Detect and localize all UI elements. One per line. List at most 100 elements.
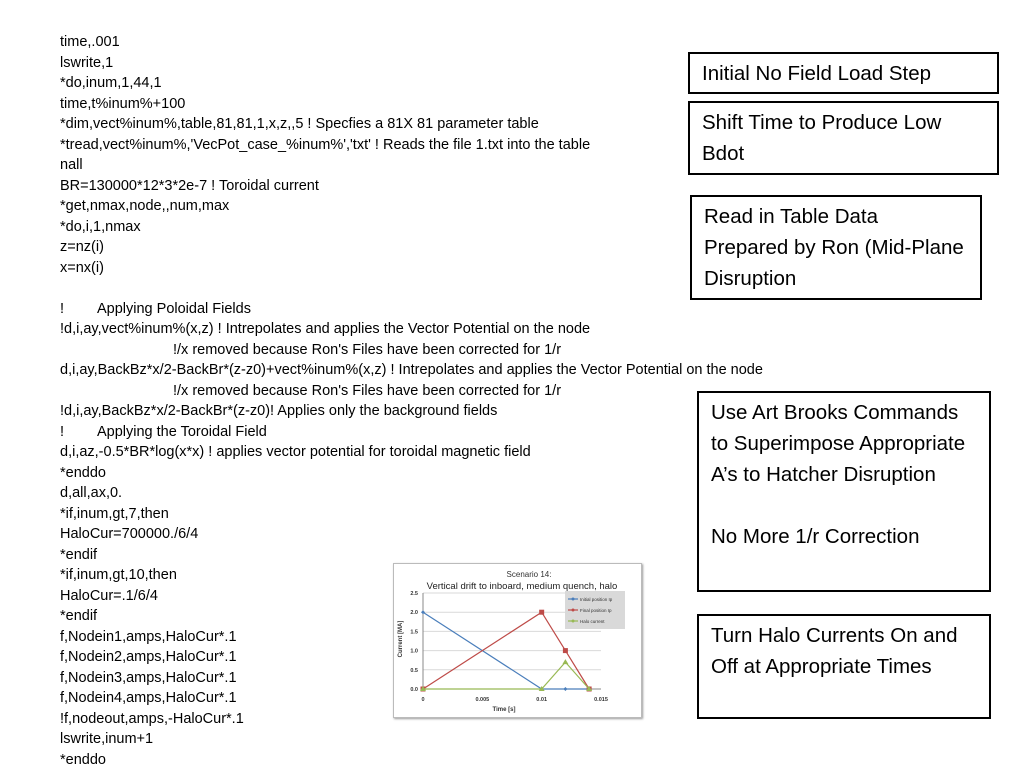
chart-svg: Scenario 14: Vertical drift to inboard, … [394, 564, 641, 717]
data-point [563, 687, 567, 691]
y-tick-label: 0.0 [410, 687, 418, 693]
code-text: lswrite,inum+1 [60, 731, 153, 747]
code-line: z=nz(i) [60, 237, 763, 258]
code-text: z=nz(i) [60, 239, 104, 255]
code-line: d,i,ay,BackBz*x/2-BackBr*(z-z0)+vect%inu… [60, 360, 763, 381]
code-text: d,i,az,-0.5*BR*log(x*x) ! applies vector… [60, 444, 531, 460]
code-text: *endif [60, 547, 97, 563]
code-line: !d,i,ay,BackBz*x/2-BackBr*(z-z0)! Applie… [60, 401, 763, 422]
scenario-chart: Scenario 14: Vertical drift to inboard, … [393, 563, 642, 718]
code-line: *dim,vect%inum%,table,81,81,1,x,z,,5 ! S… [60, 114, 763, 135]
code-line: d,all,ax,0. [60, 483, 763, 504]
x-tick-label: 0.015 [594, 697, 608, 703]
data-point [539, 610, 544, 615]
code-line: lswrite,1 [60, 53, 763, 74]
note-text: Use Art Brooks Commands to Superimpose A… [711, 397, 977, 490]
code-line: HaloCur=700000./6/4 [60, 524, 763, 545]
note-text: Initial No Field Load Step [702, 62, 931, 85]
code-line: !/x removed because Ron's Files have bee… [60, 340, 763, 361]
code-text: *dim,vect%inum%,table,81,81,1,x,z,,5 ! S… [60, 116, 539, 132]
chart-title: Scenario 14: [507, 570, 552, 579]
code-line: time,.001 [60, 32, 763, 53]
code-text: f,Nodein3,amps,HaloCur*.1 [60, 670, 237, 686]
y-tick-label: 2.5 [410, 591, 418, 597]
code-line: *get,nmax,node,,num,max [60, 196, 763, 217]
data-point [562, 659, 568, 664]
code-text: *enddo [60, 465, 106, 481]
legend-marker [572, 620, 575, 623]
code-text: *enddo [60, 752, 106, 768]
code-text: f,Nodein4,amps,HaloCur*.1 [60, 690, 237, 706]
note-shift-time: Shift Time to Produce Low Bdot [688, 101, 999, 175]
code-text: *get,nmax,node,,num,max [60, 198, 229, 214]
legend-label: Halo current [580, 619, 605, 624]
code-text: HaloCur=.1/6/4 [60, 588, 158, 604]
note-art-brooks: Use Art Brooks Commands to Superimpose A… [697, 391, 991, 592]
y-axis-label: Current [MA] [398, 621, 404, 658]
code-text: d,all,ax,0. [60, 485, 122, 501]
code-text: !f,nodeout,amps,-HaloCur*.1 [60, 711, 244, 727]
code-line: x=nx(i) [60, 258, 763, 279]
note-text: Turn Halo Currents On and Off at Appropr… [711, 624, 958, 678]
code-text: Applying the Toroidal Field [97, 424, 267, 440]
legend-marker [572, 609, 575, 612]
code-text: x=nx(i) [60, 260, 104, 276]
code-text: !d,i,ay,BackBz*x/2-BackBr*(z-z0)! Applie… [60, 403, 497, 419]
x-axis-label: Time [s] [493, 707, 516, 713]
code-line: !Applying the Toroidal Field [60, 422, 763, 443]
x-tick-label: 0.005 [475, 697, 489, 703]
code-text: *if,inum,gt,7,then [60, 506, 169, 522]
code-text: time,t%inum%+100 [60, 96, 185, 112]
code-line: d,i,az,-0.5*BR*log(x*x) ! applies vector… [60, 442, 763, 463]
legend-label: Final position Ip [580, 608, 612, 613]
code-line: BR=130000*12*3*2e-7 ! Toroidal current [60, 176, 763, 197]
code-text: !/x removed because Ron's Files have bee… [173, 342, 561, 358]
data-point [563, 648, 568, 653]
code-line: *do,i,1,nmax [60, 217, 763, 238]
code-text: *endif [60, 608, 97, 624]
note-initial-load-step: Initial No Field Load Step [688, 52, 999, 94]
note-text: Shift Time to Produce Low Bdot [702, 111, 941, 165]
legend-label: Initial position Ip [580, 597, 613, 602]
y-tick-label: 2.0 [410, 610, 418, 616]
code-text: *do,i,1,nmax [60, 219, 141, 235]
code-line: *do,inum,1,44,1 [60, 73, 763, 94]
code-text: !/x removed because Ron's Files have bee… [173, 383, 561, 399]
code-line: time,t%inum%+100 [60, 94, 763, 115]
legend-marker [572, 598, 575, 601]
note-read-table: Read in Table Data Prepared by Ron (Mid-… [690, 195, 982, 300]
x-tick-label: 0 [421, 697, 424, 703]
note-text: Read in Table Data Prepared by Ron (Mid-… [704, 205, 964, 290]
code-text: *tread,vect%inum%,'VecPot_case_%inum%','… [60, 137, 590, 153]
code-text: *if,inum,gt,10,then [60, 567, 177, 583]
code-text: f,Nodein2,amps,HaloCur*.1 [60, 649, 237, 665]
x-tick-label: 0.01 [536, 697, 547, 703]
code-text: time,.001 [60, 34, 120, 50]
code-line [60, 278, 763, 299]
code-line: !Applying Poloidal Fields [60, 299, 763, 320]
code-text: *do,inum,1,44,1 [60, 75, 162, 91]
code-comment-marker: ! [60, 299, 97, 320]
code-line: *tread,vect%inum%,'VecPot_case_%inum%','… [60, 135, 763, 156]
code-text: HaloCur=700000./6/4 [60, 526, 198, 542]
code-line: !d,i,ay,vect%inum%(x,z) ! Intrepolates a… [60, 319, 763, 340]
code-text: nall [60, 157, 83, 173]
chart-subtitle: Vertical drift to inboard, medium quench… [427, 581, 618, 592]
note-text: No More 1/r Correction [711, 521, 977, 552]
y-tick-label: 0.5 [410, 668, 418, 674]
code-line: !/x removed because Ron's Files have bee… [60, 381, 763, 402]
y-tick-label: 1.5 [410, 629, 418, 635]
code-comment-marker: ! [60, 422, 97, 443]
code-text: BR=130000*12*3*2e-7 ! Toroidal current [60, 178, 319, 194]
code-text: lswrite,1 [60, 55, 113, 71]
code-line: *enddo [60, 463, 763, 484]
note-halo-currents: Turn Halo Currents On and Off at Appropr… [697, 614, 991, 719]
code-text: f,Nodein1,amps,HaloCur*.1 [60, 629, 237, 645]
code-line: lswrite,inum+1 [60, 729, 763, 750]
code-text: d,i,ay,BackBz*x/2-BackBr*(z-z0)+vect%inu… [60, 362, 763, 378]
y-tick-label: 1.0 [410, 649, 418, 655]
code-line: nall [60, 155, 763, 176]
code-line: *if,inum,gt,7,then [60, 504, 763, 525]
code-line: *enddo [60, 750, 763, 770]
code-text: Applying Poloidal Fields [97, 301, 251, 317]
